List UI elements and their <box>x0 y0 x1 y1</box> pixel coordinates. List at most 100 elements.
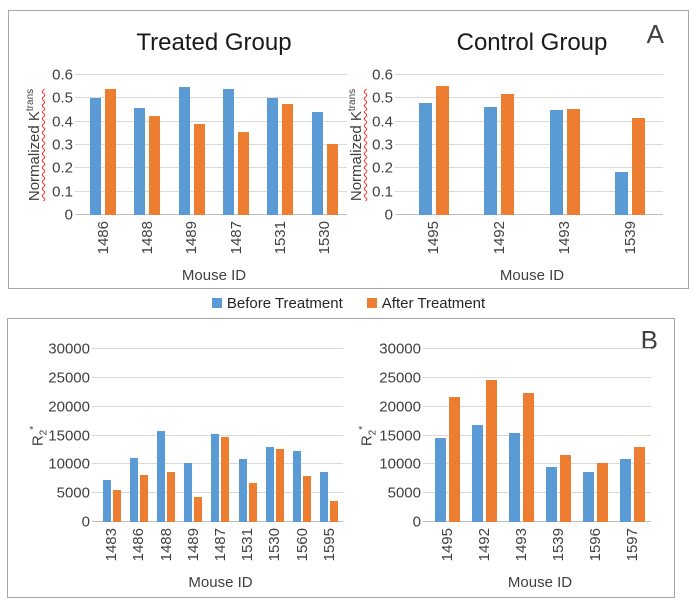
gridline <box>92 376 343 378</box>
x-axis-title: Mouse ID <box>181 267 247 284</box>
x-tick-label: 1495 <box>439 528 456 562</box>
bar <box>149 115 161 215</box>
x-tick-label: 1597 <box>624 528 641 562</box>
bar <box>549 110 563 215</box>
plot-area <box>75 74 347 215</box>
bar <box>265 447 274 522</box>
bar <box>238 132 250 215</box>
x-tick-label: 1493 <box>513 528 530 562</box>
bar <box>418 103 432 215</box>
bar <box>112 489 121 522</box>
bar <box>435 85 449 215</box>
y-tick-label: 30000 <box>48 340 90 358</box>
y-tick-label: 0 <box>81 513 90 531</box>
gridline <box>423 434 651 436</box>
bar-group <box>98 349 125 522</box>
x-tick-label: 1487 <box>227 221 245 255</box>
bar <box>275 448 284 522</box>
bar-group <box>180 349 207 522</box>
bar <box>597 462 608 522</box>
y-tick-label: 15000 <box>379 427 421 444</box>
bar-group <box>401 75 467 215</box>
gridline <box>423 348 651 349</box>
bar-group <box>214 75 258 215</box>
chart-control-r2star: R2* 0 5000 10000 15000 20000 25000 30000 1495 1… <box>357 319 651 594</box>
chart-treated-ktrans: Treated Group Normalized Ktrans 0 0.1 0.2 0… <box>23 11 347 287</box>
y-axis-title-cell: Normalized Ktrans <box>347 75 365 215</box>
x-tick-cell: 1492 <box>467 215 533 265</box>
x-tick-cell: 1495 <box>429 522 466 572</box>
bar-group <box>540 349 577 522</box>
x-tick-cell: 1531 <box>234 522 261 572</box>
legend-swatch <box>211 298 222 308</box>
gridline <box>423 405 651 407</box>
gridline <box>395 120 663 122</box>
bar <box>311 112 323 215</box>
gridline <box>395 167 663 169</box>
y-tick-label: 10000 <box>379 455 421 473</box>
gridline <box>423 376 651 378</box>
x-tick-cell: 1531 <box>258 215 302 265</box>
chart-title <box>98 319 343 349</box>
x-axis-ticks: 1486 1488 1489 1487 1531 1530 <box>81 215 347 265</box>
gridline <box>395 144 663 145</box>
bars <box>401 75 663 215</box>
bar <box>221 436 230 522</box>
y-tick-label: 5000 <box>56 484 90 502</box>
y-tick-label: 0.6 <box>372 66 393 84</box>
x-tick-cell: 1539 <box>540 522 577 572</box>
x-tick-cell: 1486 <box>81 215 125 265</box>
bar <box>330 500 339 522</box>
panel-label-a: A <box>646 19 664 49</box>
x-tick-label: 1488 <box>157 528 175 562</box>
x-tick-cell: 1495 <box>401 215 467 265</box>
bar-group <box>467 75 533 215</box>
bar-group <box>170 75 214 215</box>
x-tick-label: 1487 <box>211 528 229 562</box>
bar <box>167 472 176 522</box>
bar <box>583 472 594 522</box>
bar <box>102 479 111 522</box>
y-tick-label: 0.4 <box>52 113 73 131</box>
gridline <box>423 463 651 465</box>
y-tick-label: 0 <box>412 513 421 531</box>
x-tick-label: 1495 <box>425 221 443 255</box>
y-tick-label: 10000 <box>48 455 90 473</box>
bar <box>449 396 460 522</box>
y-tick-label: 0.3 <box>372 136 393 154</box>
y-axis-ticks: 0 0.1 0.2 0.3 0.4 0.5 0.6 <box>45 68 81 223</box>
y-tick-label: 20000 <box>379 398 421 416</box>
bar <box>184 463 193 522</box>
x-tick-label: 1596 <box>587 528 604 562</box>
chart-title: Control Group <box>456 29 608 56</box>
bar-group <box>316 349 343 522</box>
legend-swatch <box>366 298 377 308</box>
bar <box>90 98 102 215</box>
x-tick-cell: 1595 <box>316 522 343 572</box>
x-tick-label: 1486 <box>94 221 112 255</box>
panel-label-b: B <box>640 325 658 355</box>
bars <box>81 75 347 215</box>
bar-group <box>125 75 169 215</box>
x-tick-cell: 1483 <box>98 522 125 572</box>
y-axis-ticks: 0 0.1 0.2 0.3 0.4 0.5 0.6 <box>365 68 401 223</box>
x-tick-cell: 1488 <box>125 215 169 265</box>
bar <box>634 447 645 522</box>
x-axis-title: Mouse ID <box>188 574 253 591</box>
y-tick-label: 0 <box>384 206 393 224</box>
plot-area <box>395 74 663 215</box>
bar <box>178 86 190 215</box>
x-tick-label: 1489 <box>183 221 201 255</box>
chart-title <box>429 319 651 349</box>
y-tick-label: 0.4 <box>372 113 393 131</box>
x-tick-cell: 1530 <box>261 522 288 572</box>
x-tick-label: 1530 <box>316 221 334 255</box>
bar-group <box>532 75 598 215</box>
y-tick-label: 0.5 <box>52 89 73 107</box>
bar <box>194 497 203 522</box>
x-axis-title: Mouse ID <box>499 267 565 284</box>
legend: Before Treatment After Treatment <box>0 291 697 315</box>
x-tick-label: 1539 <box>550 528 567 562</box>
bar <box>139 474 148 522</box>
bar <box>326 143 338 215</box>
